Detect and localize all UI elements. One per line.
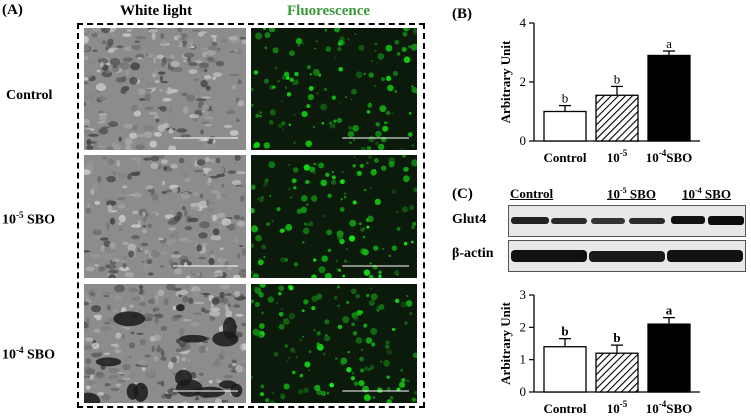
chart-c: 0 1 2 3 Arbitrary Unit b Control b 10-5 a 10-4SBO [498,287,700,416]
x-tick-label: 10-5 [607,148,628,165]
x-tick-label: Control [543,150,586,165]
row-label-10-4-sbo: 10-4 SBO [2,345,56,363]
fluorescence-image-control [251,28,417,150]
blot-glut4 [508,205,746,237]
y-tick-label: 0 [520,384,527,399]
y-tick-label: 3 [520,287,527,302]
white-light-image-10-4-sbo [84,284,246,403]
row-label-10-5-sbo: 10-5 SBO [2,210,56,228]
y-axis-label: Arbitrary Unit [498,40,513,123]
row-label-control: Control [6,88,53,103]
bar-2 [647,323,691,393]
white-light-image-10-5-sbo [84,155,246,278]
significance-letter: b [562,91,569,106]
lane-label-control: Control [510,186,554,201]
panel-a-frame [77,23,425,408]
bar-1 [595,94,639,142]
y-tick-label: 0 [520,133,527,148]
lane-label-10-5-sbo: 10-5 SBO [607,186,656,202]
blot-label-beta-actin: β-actin [452,246,494,261]
significance-letter: b [561,324,568,339]
significance-letter: a [666,36,672,51]
column-header-fluorescence: Fluorescence [287,3,371,19]
y-axis-label: Arbitrary Unit [498,301,513,384]
y-tick-label: 2 [520,74,527,89]
chart-b: 0 2 4 Arbitrary Unit b Control b 10-5 a 10-4SBO [498,15,700,165]
significance-letter: a [666,303,673,318]
bar-2 [647,54,691,142]
panel-c-label: (C) [452,186,473,202]
significance-letter: b [613,330,620,345]
bar-1 [595,352,639,393]
bar-0 [543,110,587,142]
x-tick-label: 10-5 [607,399,628,416]
white-light-image-control [84,28,246,150]
column-header-white-light: White light [120,3,193,19]
fluorescence-image-10-4-sbo [251,284,417,403]
x-tick-label: 10-4SBO [646,399,693,416]
y-tick-label: 1 [520,352,527,367]
panel-b-label: (B) [452,6,472,22]
panel-a-label: (A) [2,2,23,18]
blot-beta-actin [508,240,746,272]
y-tick-label: 2 [520,319,527,334]
x-tick-label: Control [543,401,586,416]
fluorescence-image-10-5-sbo [251,155,417,278]
x-tick-label: 10-4SBO [646,148,693,165]
significance-letter: b [614,71,621,86]
lane-label-10-4-sbo: 10-4 SBO [682,186,731,202]
bar-0 [543,346,587,393]
y-tick-label: 4 [520,15,527,30]
blot-label-glut4: Glut4 [452,212,487,227]
